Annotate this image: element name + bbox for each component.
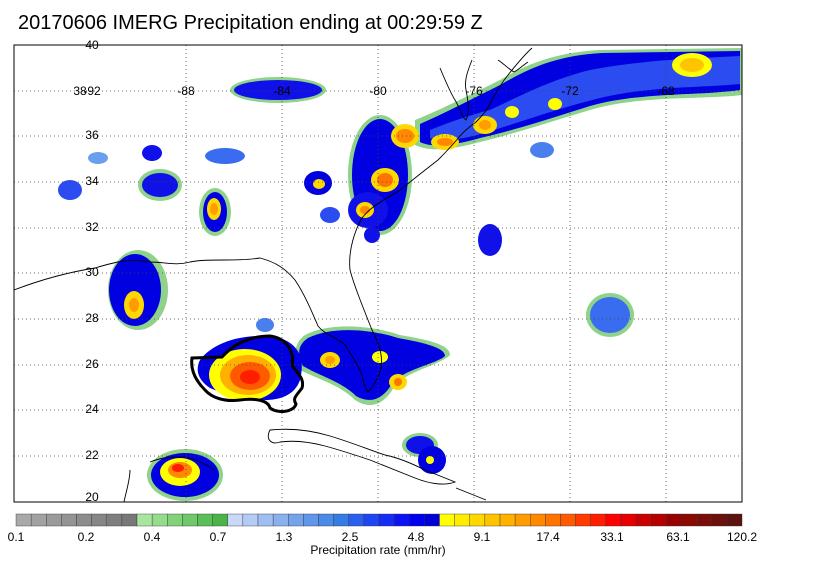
colorbar-tick: 0.2 <box>78 530 95 544</box>
colorbar-swatch <box>91 513 107 527</box>
map-frame <box>13 44 743 503</box>
colorbar-swatch <box>333 513 349 527</box>
lon-label: -84 <box>273 84 291 98</box>
colorbar-tick: 0.4 <box>144 530 161 544</box>
colorbar-swatch <box>151 513 168 527</box>
colorbar-swatch <box>363 513 380 527</box>
longitude-labels: -88 -84 -80 -76 -72 -68 -92 <box>83 84 675 98</box>
colorbar-swatch <box>620 513 637 527</box>
colorbar-tick-labels: 0.1 0.2 0.4 0.7 1.3 2.5 4.8 9.1 17.4 33.… <box>8 530 758 544</box>
tracked-storm-outline <box>190 334 305 413</box>
colorbar-swatch <box>605 513 622 527</box>
colorbar-swatch <box>424 513 440 527</box>
colorbar-swatch <box>514 513 531 527</box>
colorbar-swatch <box>469 513 486 527</box>
colorbar-swatch <box>121 513 138 527</box>
colorbar-swatch <box>182 513 198 527</box>
precip-cores <box>124 53 712 486</box>
latitude-labels: 20 22 24 26 28 30 32 34 36 38 40 <box>73 38 99 504</box>
lat-label: 32 <box>85 220 99 234</box>
colorbar-swatch <box>409 513 425 527</box>
lon-label: -80 <box>369 84 387 98</box>
colorbar-swatch <box>272 513 289 527</box>
colorbar-swatch <box>499 513 516 527</box>
colorbar-tick: 120.2 <box>727 530 757 544</box>
lon-label: -88 <box>177 84 195 98</box>
colorbar-swatch <box>681 513 697 527</box>
lon-label: -68 <box>657 84 675 98</box>
lat-label: 34 <box>85 174 99 188</box>
lat-label: 20 <box>85 490 99 504</box>
colorbar-swatch <box>242 513 259 527</box>
colorbar-tick: 4.8 <box>408 530 425 544</box>
colorbar-swatch <box>15 513 32 527</box>
colorbar-swatch <box>106 513 123 527</box>
colorbar-swatch <box>378 513 395 527</box>
colorbar-swatch <box>46 513 62 527</box>
colorbar-swatch <box>726 513 743 527</box>
colorbar-swatch <box>651 513 667 527</box>
lat-label: 38 <box>73 84 87 98</box>
colorbar-swatch <box>212 513 228 527</box>
colorbar-tick: 33.1 <box>600 530 624 544</box>
colorbar-swatch <box>575 513 591 527</box>
colorbar-swatch <box>530 513 546 527</box>
precipitation-field <box>14 47 742 502</box>
colorbar-swatch <box>257 513 274 527</box>
colorbar-tick: 63.1 <box>666 530 690 544</box>
colorbar-swatch <box>197 513 213 527</box>
colorbar-tick: 9.1 <box>474 530 491 544</box>
lat-label: 36 <box>85 128 99 142</box>
colorbar-swatch <box>61 513 77 527</box>
colorbar-tick: 0.7 <box>210 530 227 544</box>
lat-lon-grid <box>14 45 742 502</box>
colorbar-swatch <box>545 513 561 527</box>
precip-patches-blue <box>58 77 634 501</box>
lat-label: 30 <box>85 265 99 279</box>
colorbar-swatch <box>711 513 728 527</box>
lat-label: 26 <box>85 357 99 371</box>
colorbar-swatch <box>393 513 410 527</box>
colorbar-swatch <box>560 513 576 527</box>
colorbar-swatch <box>666 513 682 527</box>
lat-label: 28 <box>85 311 99 325</box>
colorbar-swatch <box>590 513 607 527</box>
colorbar-swatch <box>288 513 304 527</box>
map-title: 20170606 IMERG Precipitation ending at 0… <box>18 12 483 34</box>
colorbar-tick: 1.3 <box>276 530 293 544</box>
colorbar-swatch <box>76 513 92 527</box>
lon-label-overlap: -92 <box>83 84 101 98</box>
colorbar-swatch <box>348 513 365 527</box>
colorbar-swatch <box>484 513 501 527</box>
colorbar-swatch <box>136 513 153 527</box>
colorbar-swatch <box>167 513 183 527</box>
lat-label: 24 <box>85 402 99 416</box>
colorbar-tick: 0.1 <box>8 530 25 544</box>
colorbar-tick: 17.4 <box>536 530 560 544</box>
colorbar-swatch <box>696 513 712 527</box>
lat-label: 22 <box>85 448 99 462</box>
colorbar-swatch <box>635 513 652 527</box>
coastlines <box>14 47 533 502</box>
colorbar-swatch <box>439 513 455 527</box>
colorbar-swatches <box>15 513 743 527</box>
colorbar-swatch <box>318 513 334 527</box>
colorbar-swatch <box>303 513 319 527</box>
lat-label: 40 <box>85 38 99 52</box>
colorbar-swatch <box>227 513 244 527</box>
colorbar-swatch <box>454 513 470 527</box>
lon-label: -72 <box>561 84 579 98</box>
colorbar-label: Precipitation rate (mm/hr) <box>310 543 445 557</box>
lon-label: -76 <box>465 84 483 98</box>
colorbar-swatch <box>30 513 47 527</box>
colorbar-tick: 2.5 <box>342 530 359 544</box>
